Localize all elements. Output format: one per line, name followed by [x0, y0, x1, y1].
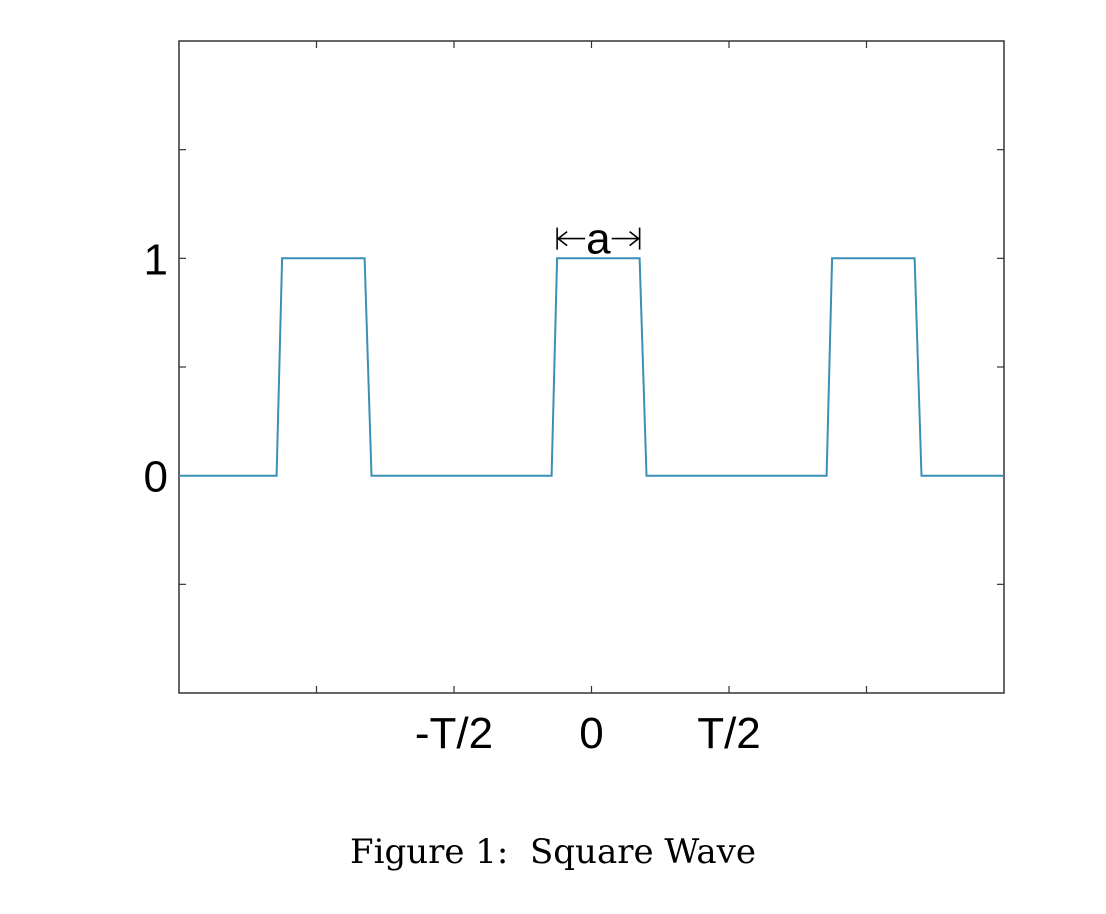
- annotation-right-arrow-head: [629, 230, 640, 247]
- square-wave-series: [179, 257, 1004, 477]
- x-tick-label-0: -T/2: [415, 709, 493, 758]
- y-tick-label-1: 1: [144, 235, 168, 284]
- x-tick-label-2: T/2: [697, 709, 761, 758]
- width-annotation: a: [556, 215, 641, 264]
- tick-marks: [179, 41, 1004, 693]
- figure-caption: Figure 1: Square Wave: [349, 832, 756, 872]
- x-tick-label-1: 0: [579, 709, 603, 758]
- annotation-left-arrow-head: [556, 230, 568, 247]
- y-tick-label-0: 0: [144, 453, 168, 502]
- tick-labels: -T/2 0 T/2 0 1: [144, 235, 761, 758]
- plot-area: [178, 40, 1005, 694]
- annotation-label: a: [586, 215, 611, 264]
